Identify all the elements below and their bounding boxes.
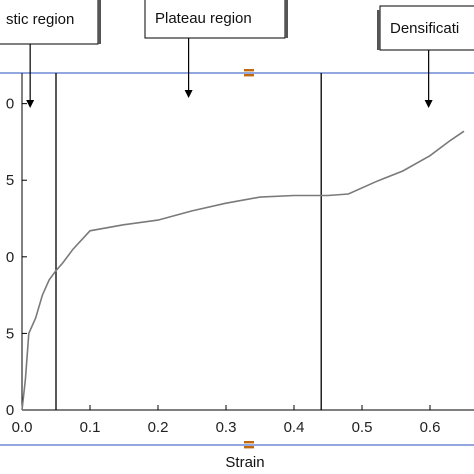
frame-marker-bottom	[244, 441, 254, 449]
x-tick-label: 0.6	[420, 419, 441, 436]
y-tick-label: 0	[6, 96, 14, 113]
x-tick-label: 0.1	[80, 419, 101, 436]
callout-arrow-head	[184, 90, 193, 98]
callout-plateau-text: Plateau region	[155, 10, 252, 27]
y-tick-label: 5	[6, 172, 14, 189]
x-tick-label: 0.4	[284, 419, 305, 436]
callout-arrows	[26, 38, 433, 108]
y-tick-label: 0	[6, 249, 14, 266]
x-tick-label: 0.3	[216, 419, 237, 436]
callout-arrow-head	[26, 100, 35, 108]
y-tick-label: 5	[6, 325, 14, 342]
y-tick-label: 0	[6, 402, 14, 419]
x-tick-label: 0.5	[352, 419, 373, 436]
callout-elastic-text: stic region	[6, 11, 74, 28]
x-tick-label: 0.0	[12, 419, 33, 436]
x-axis-label: Strain	[225, 454, 264, 471]
region-boundaries	[55, 73, 322, 410]
callout-densification-text: Densificati	[390, 20, 459, 37]
callout-elastic: stic region	[0, 0, 101, 45]
callout-plateau: Plateau region	[144, 0, 288, 39]
callout-densification: Densificati	[377, 5, 474, 51]
frame-marker-top	[244, 69, 254, 77]
y-ticks: 0 5 0 5 0	[6, 96, 27, 419]
x-tick-label: 0.2	[148, 419, 169, 436]
stress-strain-curve	[21, 130, 465, 411]
x-ticks: 0.0 0.1 0.2 0.3 0.4 0.5 0.6	[12, 405, 441, 436]
callout-arrow-head	[424, 100, 433, 108]
